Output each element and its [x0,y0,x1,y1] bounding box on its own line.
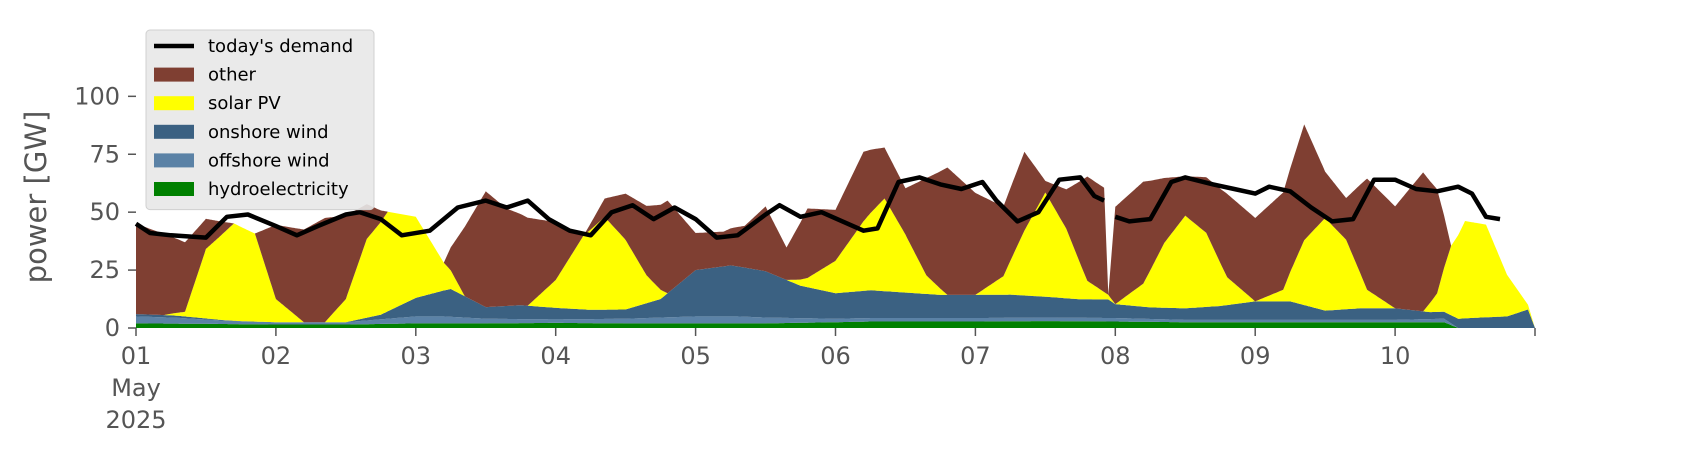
legend-entry-onshore-wind-label: onshore wind [208,122,329,143]
area-hydroelectricity [136,321,1535,328]
area-offshore-wind [136,316,1535,328]
legend: today's demand other solar PV onshore wind o… [145,29,375,211]
x-tick-label-2: 03 [401,342,432,370]
x-tick-sublabel-0: May [111,374,161,402]
legend-entry-other-label: other [208,65,257,86]
x-tick-label-1: 02 [261,342,292,370]
y-tick-label-3: 75 [89,140,120,168]
demand-line-segment-1 [134,175,1106,240]
x-tick-label-6: 07 [960,342,991,370]
legend-entry-onshore-wind-swatch [154,124,194,139]
x-tick-label-0: 01 [121,342,152,370]
stacked-areas [136,124,1535,329]
y-tick-label-0: 0 [105,314,120,342]
x-tick-label-4: 05 [680,342,711,370]
legend-entry-other-swatch [154,67,194,82]
legend-entry-offshore-wind-label: offshore wind [208,150,330,171]
legend-entry-offshore-wind-swatch [154,153,194,168]
x-tick-label-8: 09 [1240,342,1271,370]
legend-entry-hydroelectricity-swatch [154,182,194,196]
legend-entry-solar-pv-swatch [154,96,194,111]
y-axis: 0 25 50 75 100 [74,82,136,342]
legend-entry-today-s-demand-label: today's demand [208,36,353,57]
legend-entry-solar-pv-label: solar PV [208,93,281,114]
demand-line-group [134,175,1501,240]
x-tick-label-7: 08 [1100,342,1131,370]
x-tick-label-9: 10 [1380,342,1411,370]
y-tick-label-1: 25 [89,256,120,284]
area-solar-pv [136,192,1535,328]
area-onshore-wind [136,265,1535,328]
y-axis-title: power [GW] [19,111,53,284]
legend-entry-hydroelectricity-label: hydroelectricity [208,179,349,200]
demand-line-segment-2 [1114,175,1501,224]
x-axis: 01 02 03 04 05 06 07 08 09 10 May 2025 [105,328,1536,434]
y-tick-label-2: 50 [89,198,120,226]
x-tick-label-5: 06 [820,342,851,370]
legend-box [145,29,375,211]
x-tick-label-3: 04 [540,342,571,370]
area-other [136,124,1535,329]
y-tick-label-4: 100 [74,82,120,110]
x-tick-sublabel-1: 2025 [105,406,166,434]
